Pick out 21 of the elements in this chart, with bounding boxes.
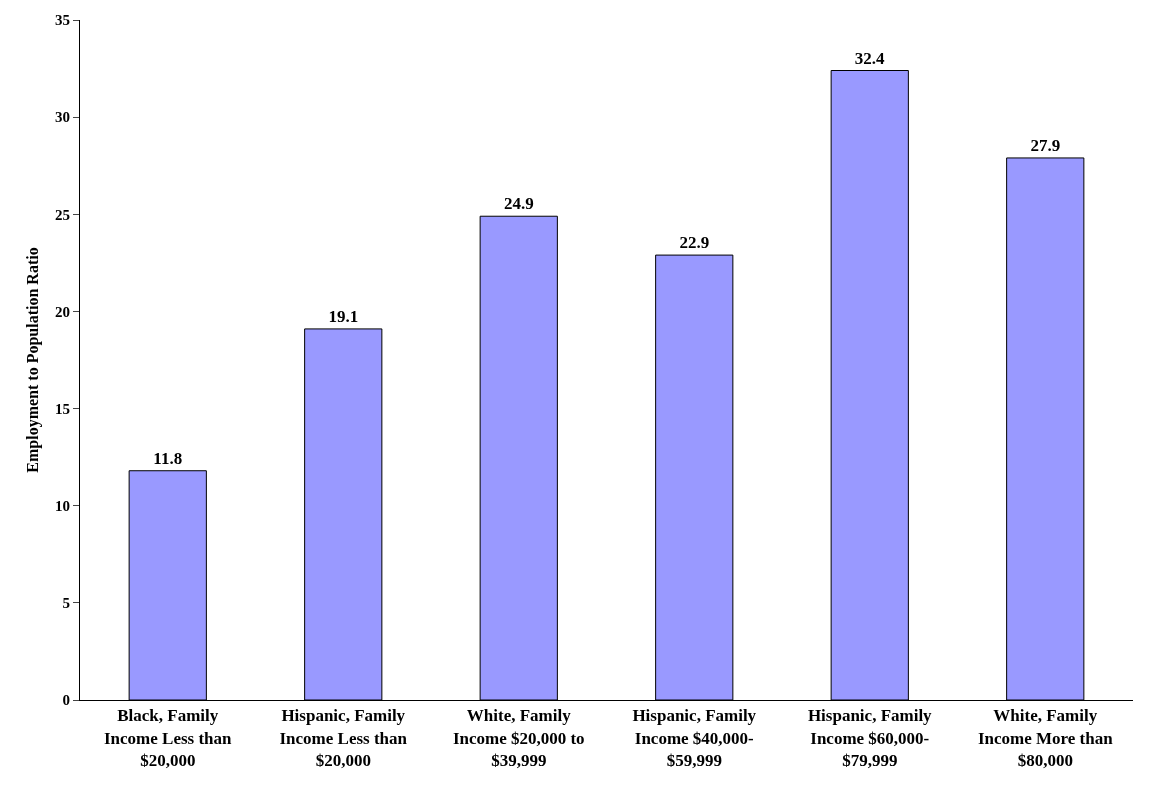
x-tick-label: Black, Family Income Less than $20,000 [103,706,233,770]
y-tick-label: 10 [55,497,70,514]
x-tick-label: Hispanic, Family Income Less than $20,000 [279,706,408,770]
y-tick-label: 5 [62,595,70,612]
y-tick-label: 20 [55,303,70,320]
data-label: 32.4 [854,48,885,68]
y-tick-label: 0 [62,692,70,709]
data-label: 11.8 [153,448,183,468]
x-tick-label: Hispanic, Family Income $40,000- $59,999 [632,706,757,770]
data-label: 19.1 [328,306,359,326]
x-tick-label: Hispanic, Family Income $60,000- $79,999 [807,706,933,770]
y-tick-label: 35 [55,12,70,29]
y-tick-label: 15 [55,400,70,417]
y-axis-title: Employment to Population Ratio [23,247,42,473]
x-tick-label: White, Family Income More than $80,000 [977,706,1114,770]
data-label: 27.9 [1030,135,1061,155]
y-tick-label: 30 [55,109,70,126]
y-tick-label: 25 [55,206,70,223]
data-label: 22.9 [679,233,710,253]
x-tick-label: White, Family Income $20,000 to $39,999 [452,706,585,770]
data-label: 24.9 [503,194,534,214]
